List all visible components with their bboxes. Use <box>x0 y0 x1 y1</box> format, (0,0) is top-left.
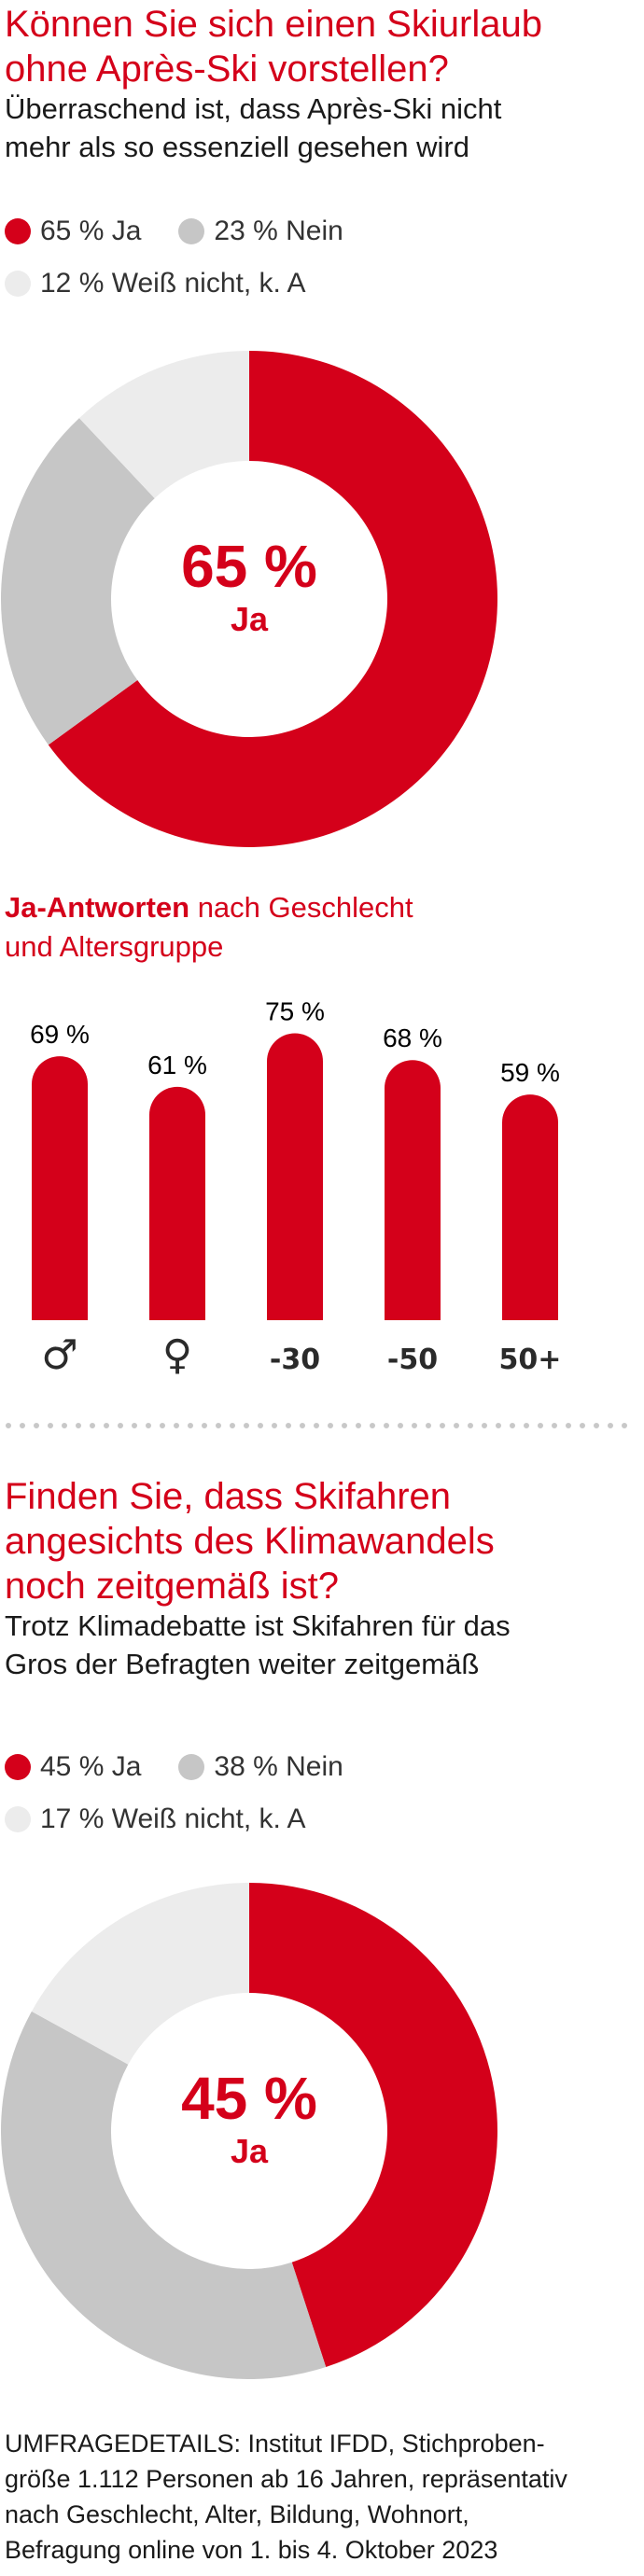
legend-dot-nein <box>178 218 205 244</box>
chart3-donut <box>0 1883 497 2379</box>
bar-value-label: 75 % <box>265 997 325 1026</box>
legend-label: 12 % Weiß nicht, k. A <box>40 268 306 299</box>
chart1-center-label: Ja <box>230 600 269 638</box>
chart1-center-value: 65 % <box>181 533 317 600</box>
chart1-subtitle-line1: Überraschend ist, dass Après-Ski nicht <box>5 92 502 125</box>
legend-dot-weiss <box>5 1806 31 1832</box>
bar-1 <box>149 1086 205 1320</box>
legend-dot-weiss <box>5 271 31 297</box>
footnote-line1: UMFRAGEDETAILS: Institut IFDD, Stichprob… <box>5 2430 545 2458</box>
chart3-legend-nein: 38 % Nein <box>178 1748 343 1786</box>
bar-chart-title: Ja-Antworten nach Geschlecht und Altersg… <box>5 888 413 967</box>
bar-chart: 69 % ♂ 61 % ♀ 75 % -30 68 % -50 59 % 50+ <box>30 997 562 1380</box>
chart3-center-label: Ja <box>230 2132 269 2170</box>
chart3-center: 45 % Ja <box>0 2066 498 2172</box>
chart3-title-line1: Finden Sie, dass Skifahren <box>5 1476 452 1517</box>
chart3-title-line2: angesichts des Klimawandels <box>5 1521 495 1562</box>
bar-3 <box>385 1060 441 1320</box>
bar-category-label: -50 <box>387 1344 438 1376</box>
legend-label: 17 % Weiß nicht, k. A <box>40 1803 306 1834</box>
chart1-legend-row2: 12 % Weiß nicht, k. A <box>5 265 343 302</box>
legend-dot-ja <box>5 218 31 244</box>
chart3-subtitle-line2: Gros der Befragten weiter zeitgemäß <box>5 1648 480 1680</box>
bar-category-label: ♂ <box>41 1331 77 1379</box>
chart1-legend: 65 % Ja 23 % Nein <box>5 213 381 250</box>
chart1-title-line1: Können Sie sich einen Skiurlaub <box>5 4 542 45</box>
dotted-separator <box>6 1423 638 1428</box>
legend-dot-nein <box>178 1754 205 1780</box>
donut-slice-nein <box>0 2011 327 2379</box>
donut-slice-weiß <box>31 1883 250 2065</box>
chart3-legend-ja: 45 % Ja <box>5 1748 141 1786</box>
bar-category-label: -30 <box>270 1344 320 1376</box>
legend-label: 65 % Ja <box>40 216 142 246</box>
chart3-subtitle-line1: Trotz Klimadebatte ist Skifahren für das <box>5 1609 511 1642</box>
chart3-legend: 45 % Ja 38 % Nein <box>5 1748 381 1786</box>
survey-footnote: UMFRAGEDETAILS: Institut IFDD, Stichprob… <box>5 2426 644 2568</box>
chart1-title: Können Sie sich einen Skiurlaub ohne Apr… <box>5 2 542 91</box>
chart1-subtitle-line2: mehr als so essenziell gesehen wird <box>5 131 469 163</box>
footnote-line3: nach Geschlecht, Alter, Bildung, Wohnort… <box>5 2500 469 2528</box>
bar-value-label: 69 % <box>30 1020 90 1049</box>
legend-label: 38 % Nein <box>214 1751 343 1782</box>
donut-slice-nein <box>0 418 155 745</box>
chart1-center: 65 % Ja <box>0 534 498 640</box>
legend-dot-ja <box>5 1754 31 1780</box>
chart1-legend-nein: 23 % Nein <box>178 213 343 250</box>
chart3-title: Finden Sie, dass Skifahren angesichts de… <box>5 1474 495 1608</box>
chart3-legend-row2: 17 % Weiß nicht, k. A <box>5 1801 343 1838</box>
bar-0 <box>32 1056 88 1320</box>
footnote-line2: größe 1.112 Personen ab 16 Jahren, reprä… <box>5 2465 567 2493</box>
bar-4 <box>502 1094 558 1320</box>
donut-slice-ja <box>48 351 498 847</box>
bar-category-label: ♀ <box>162 1331 192 1379</box>
chart3-subtitle: Trotz Klimadebatte ist Skifahren für das… <box>5 1607 511 1683</box>
bar-2 <box>267 1033 323 1320</box>
chart1-subtitle: Überraschend ist, dass Après-Ski nicht m… <box>5 90 501 166</box>
bar-title-line2: und Altersgruppe <box>5 930 224 963</box>
chart3-center-value: 45 % <box>181 2065 317 2132</box>
chart1-donut <box>0 351 498 847</box>
chart1-legend-ja: 65 % Ja <box>5 213 141 250</box>
chart3-title-line3: noch zeitgemäß ist? <box>5 1566 339 1607</box>
bar-category-label: 50+ <box>499 1344 562 1376</box>
bar-value-label: 61 % <box>147 1051 207 1079</box>
legend-label: 45 % Ja <box>40 1751 142 1782</box>
footnote-line4: Befragung online von 1. bis 4. Oktober 2… <box>5 2536 498 2564</box>
chart3-legend-weiss: 17 % Weiß nicht, k. A <box>5 1801 306 1838</box>
donut-slice-weiß <box>78 351 250 499</box>
legend-label: 23 % Nein <box>214 216 343 246</box>
chart1-title-line2: ohne Après-Ski vorstellen? <box>5 49 449 90</box>
bar-value-label: 59 % <box>500 1058 560 1087</box>
bar-title-rest: nach Geschlecht <box>189 891 413 924</box>
chart1-legend-weiss: 12 % Weiß nicht, k. A <box>5 265 306 302</box>
donut-slice-ja <box>249 1883 497 2367</box>
bar-title-bold: Ja-Antworten <box>5 891 190 924</box>
bar-value-label: 68 % <box>383 1023 442 1052</box>
